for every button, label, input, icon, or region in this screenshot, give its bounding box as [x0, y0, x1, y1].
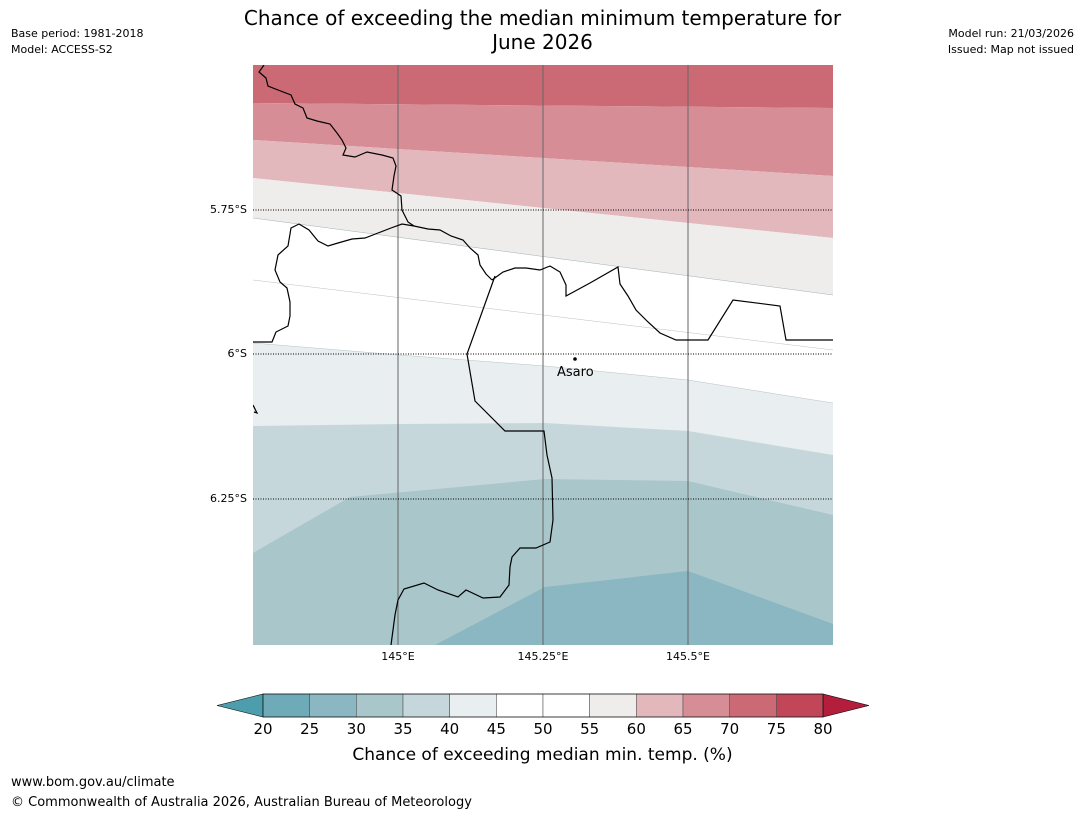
lon-label-145-25e: 145.25°E [517, 650, 569, 663]
colorbar-segment [542, 693, 590, 718]
footer-url: www.bom.gov.au/climate [11, 775, 175, 790]
meta-right: Model run: 21/03/2026 Issued: Map not is… [948, 26, 1074, 58]
colorbar-segment [309, 693, 357, 718]
colorbar-segment [729, 693, 777, 718]
colorbar-tick-label: 65 [673, 720, 693, 738]
lon-label-145e: 145°E [381, 650, 415, 663]
colorbar-tick-label: 20 [253, 720, 273, 738]
parallels [253, 209, 833, 500]
province-boundaries [253, 65, 833, 645]
band-25-30 [435, 571, 833, 645]
meta-left: Base period: 1981-2018 Model: ACCESS-S2 [11, 26, 143, 58]
title-line-2: June 2026 [492, 30, 593, 54]
boundary-east [491, 265, 833, 341]
colorbar-segment [682, 693, 730, 718]
colorbar-title: Chance of exceeding median min. temp. (%… [352, 745, 733, 765]
colorbar-tick-label: 75 [766, 720, 786, 738]
lat-label-6-25s: 6.25°S [210, 492, 247, 505]
colorbar-tick-label: 50 [533, 720, 553, 738]
colorbar-under-arrow [216, 693, 264, 718]
map-title: Chance of exceeding the median minimum t… [0, 6, 1085, 54]
colorbar-segment [776, 693, 824, 718]
colorbar-tick-label: 70 [720, 720, 740, 738]
colorbar-tick-label: 55 [580, 720, 600, 738]
colorbar-segment [449, 693, 497, 718]
lat-label-5-75s: 5.75°S [210, 203, 247, 216]
model-run-text: Model run: 21/03/2026 [948, 27, 1074, 40]
boundary-west-fragment [253, 404, 259, 415]
lat-label-6s: 6°S [227, 347, 247, 360]
colorbar-tick-label: 40 [440, 720, 460, 738]
colorbar-outline [262, 693, 824, 718]
boundary-south [390, 275, 554, 645]
colorbar-tick-label: 80 [813, 720, 833, 738]
colorbar-tick-label: 30 [346, 720, 366, 738]
meridians [397, 65, 689, 645]
footer-copyright: © Commonwealth of Australia 2026, Austra… [11, 795, 472, 810]
colorbar-tick-label: 25 [300, 720, 320, 738]
issued-text: Issued: Map not issued [947, 43, 1074, 56]
colorbar-segment [636, 693, 684, 718]
title-line-1: Chance of exceeding the median minimum t… [243, 6, 842, 30]
asaro-marker [573, 357, 577, 361]
colorbar-tick-label: 35 [393, 720, 413, 738]
contour-45 [253, 342, 833, 404]
model-text: Model: ACCESS-S2 [11, 43, 113, 56]
colorbar-segment [402, 693, 450, 718]
boundary-west-loop [253, 223, 493, 343]
colorbar-tick-label: 60 [626, 720, 646, 738]
colorbar-segment [496, 693, 544, 718]
place-label-asaro: Asaro [557, 365, 594, 380]
colorbar-segment [262, 693, 310, 718]
colorbar-over-arrow [822, 693, 870, 718]
lon-label-145-5e: 145.5°E [666, 650, 710, 663]
boundary-west-north [258, 65, 415, 227]
colorbar-segment [356, 693, 404, 718]
base-period-text: Base period: 1981-2018 [11, 27, 144, 40]
colorbar-tick-label: 45 [486, 720, 506, 738]
colorbar-segment [589, 693, 637, 718]
